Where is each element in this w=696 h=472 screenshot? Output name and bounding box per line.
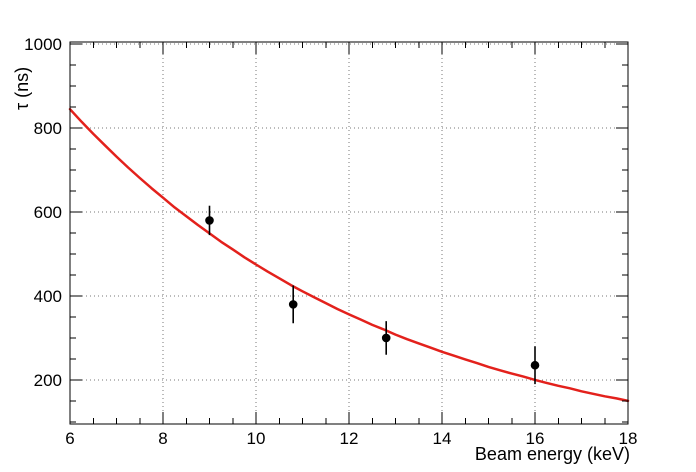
x-tick-label: 16 [526,429,545,448]
data-point-marker [381,333,391,343]
x-tick-label: 10 [247,429,266,448]
tick-label-layer: 6 8 10 12 14 16 18 200 400 600 800 1000 [24,35,637,448]
exponential-fit-curve [68,107,630,403]
axes-layer [69,41,629,425]
y-tick-label: 600 [34,203,62,222]
data-point-marker [205,216,214,225]
y-tick-label: 1000 [24,35,62,54]
grid-layer [70,42,628,424]
x-tick-label: 6 [65,429,74,448]
series-layer [68,107,630,403]
data-point-marker [530,360,540,370]
x-tick-label: 8 [158,429,167,448]
y-tick-label: 800 [34,119,62,138]
x-tick-label: 14 [433,429,452,448]
y-tick-label: 200 [34,371,62,390]
y-tick-label: 400 [34,287,62,306]
x-axis-title: Beam energy (keV) [475,444,630,464]
data-point-marker [288,300,298,309]
x-tick-label: 12 [340,429,359,448]
y-axis-title: τ (ns) [12,67,32,110]
x-tick-label: 18 [619,429,638,448]
